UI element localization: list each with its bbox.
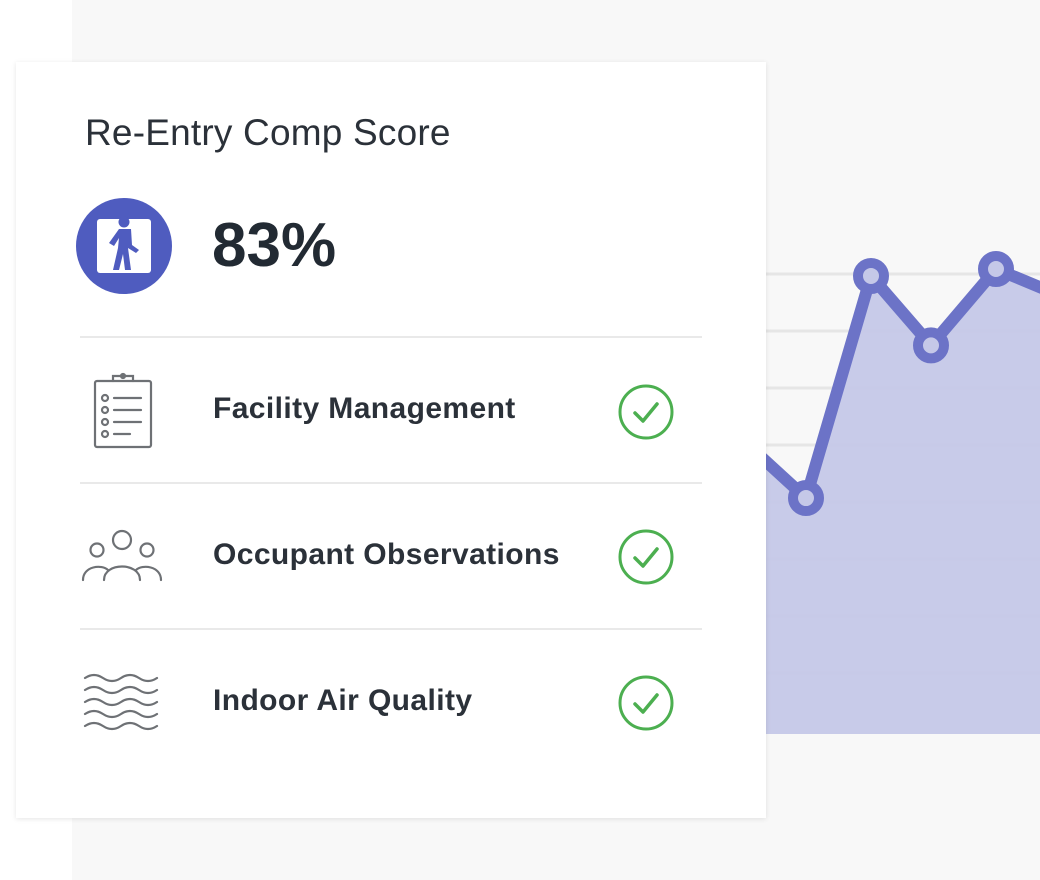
check-circle-icon — [618, 675, 674, 731]
chart-data-point — [853, 257, 889, 294]
people-group-icon — [81, 529, 163, 582]
score-value: 83% — [212, 211, 337, 280]
indoor-air-quality-label: Indoor Air Quality — [213, 684, 473, 717]
divider — [80, 336, 702, 338]
chart-data-point — [788, 480, 824, 517]
facility-management-label: Facility Management — [213, 392, 516, 425]
chart-data-point — [978, 251, 1014, 288]
exit-door-person-icon — [76, 198, 172, 294]
air-waves-icon — [83, 673, 159, 731]
clipboard-checklist-icon — [93, 372, 153, 449]
divider — [80, 482, 702, 484]
chart-data-point — [913, 327, 949, 364]
divider — [80, 628, 702, 630]
check-circle-icon — [618, 384, 674, 440]
re-entry-score-card: Re-Entry Comp Score 83% Facility Manage — [16, 62, 766, 818]
card-title: Re-Entry Comp Score — [85, 112, 451, 153]
chart-area-fill — [700, 269, 1040, 734]
occupant-observations-label: Occupant Observations — [213, 538, 560, 571]
check-circle-icon — [618, 529, 674, 585]
